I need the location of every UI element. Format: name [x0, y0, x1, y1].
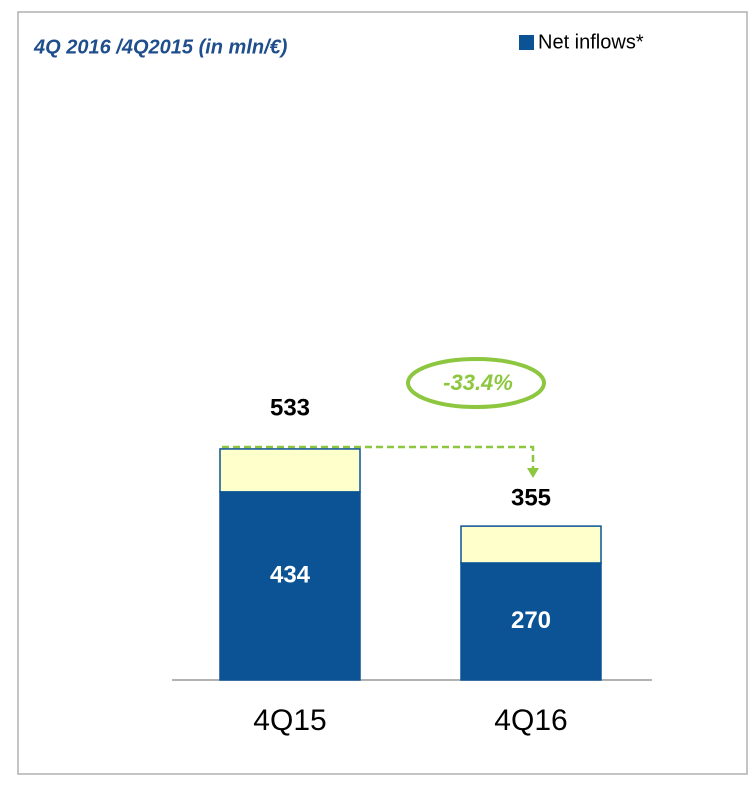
bar-segment [219, 448, 361, 493]
bar-segment [219, 491, 361, 681]
segment-label: 270 [511, 607, 551, 634]
total-label: 355 [511, 484, 551, 511]
chart-title: 4Q 2016 /4Q2015 (in mln/€) [33, 36, 288, 58]
x-tick-label: 4Q16 [494, 704, 567, 737]
change-arrow [222, 445, 535, 470]
panel [17, 11, 748, 775]
segment-label: 434 [270, 561, 311, 588]
arrow-head [527, 468, 539, 478]
legend-label: Net inflows* [538, 31, 644, 53]
x-tick-label: 4Q15 [253, 704, 326, 737]
bar-segment [460, 525, 602, 564]
annotation-ellipse [406, 357, 546, 409]
total-label: 533 [270, 394, 310, 421]
annotation: -33.4% [443, 370, 513, 395]
bar-segment [460, 562, 602, 681]
legend-swatch [519, 35, 534, 50]
